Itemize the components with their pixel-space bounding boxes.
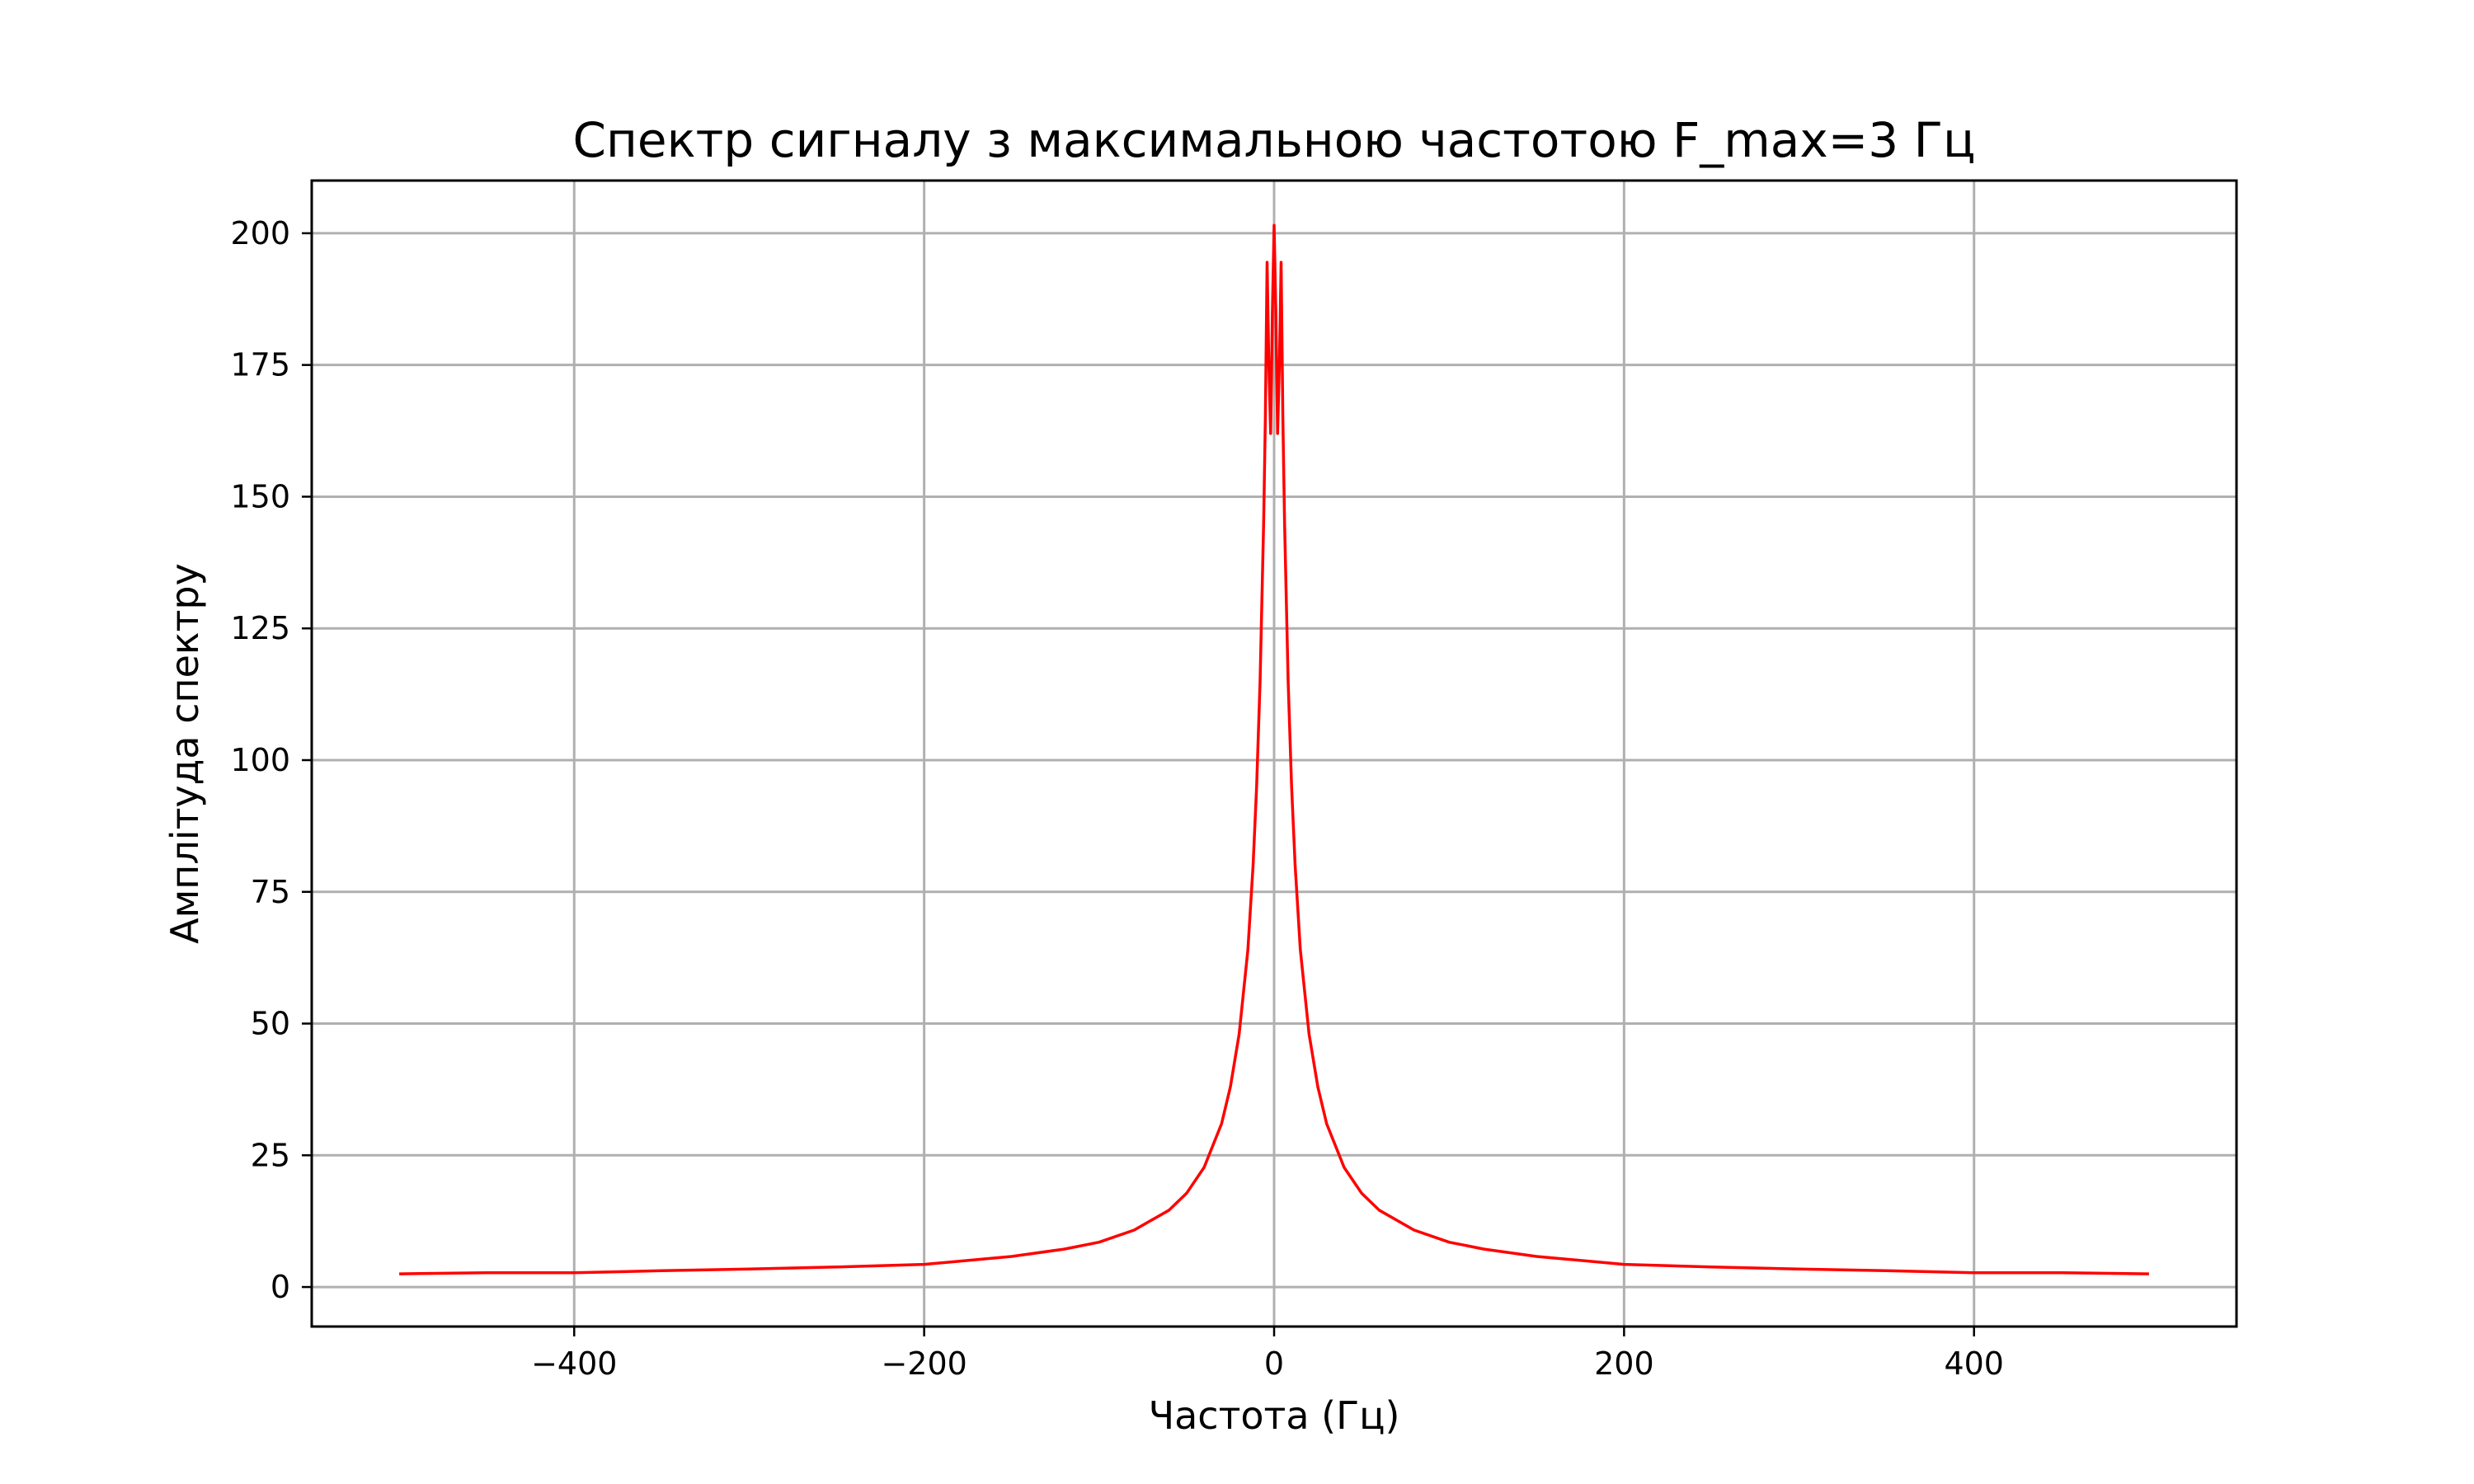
y-tick-label: 150 bbox=[230, 478, 290, 514]
y-tick-label: 25 bbox=[251, 1137, 290, 1173]
y-tick-label: 75 bbox=[251, 874, 290, 910]
x-tick-label: 200 bbox=[1594, 1345, 1654, 1382]
y-tick-label: 50 bbox=[251, 1006, 290, 1042]
series-layer bbox=[399, 223, 2149, 1275]
y-tick-label: 100 bbox=[230, 742, 290, 778]
x-tick-label: −400 bbox=[531, 1345, 617, 1382]
y-axis-title: Амплітуда спектру bbox=[162, 563, 207, 944]
tick-layer: −400 −200 0 200 400 0 25 50 75 100 125 150 175 200 bbox=[230, 215, 2004, 1382]
x-tick-label: −200 bbox=[881, 1345, 967, 1382]
y-tick-label: 0 bbox=[270, 1269, 290, 1305]
x-tick-label: 400 bbox=[1944, 1345, 2004, 1382]
spectrum-series-line bbox=[399, 223, 2149, 1275]
x-axis-title: Частота (Гц) bbox=[1149, 1393, 1400, 1438]
x-tick-label: 0 bbox=[1264, 1345, 1284, 1382]
y-tick-label: 125 bbox=[230, 610, 290, 646]
y-tick-label: 200 bbox=[230, 215, 290, 251]
y-tick-label: 175 bbox=[230, 347, 290, 383]
grid-layer bbox=[312, 181, 2236, 1327]
chart-title: Спектр сигналу з максимальною частотою F… bbox=[573, 112, 1976, 168]
